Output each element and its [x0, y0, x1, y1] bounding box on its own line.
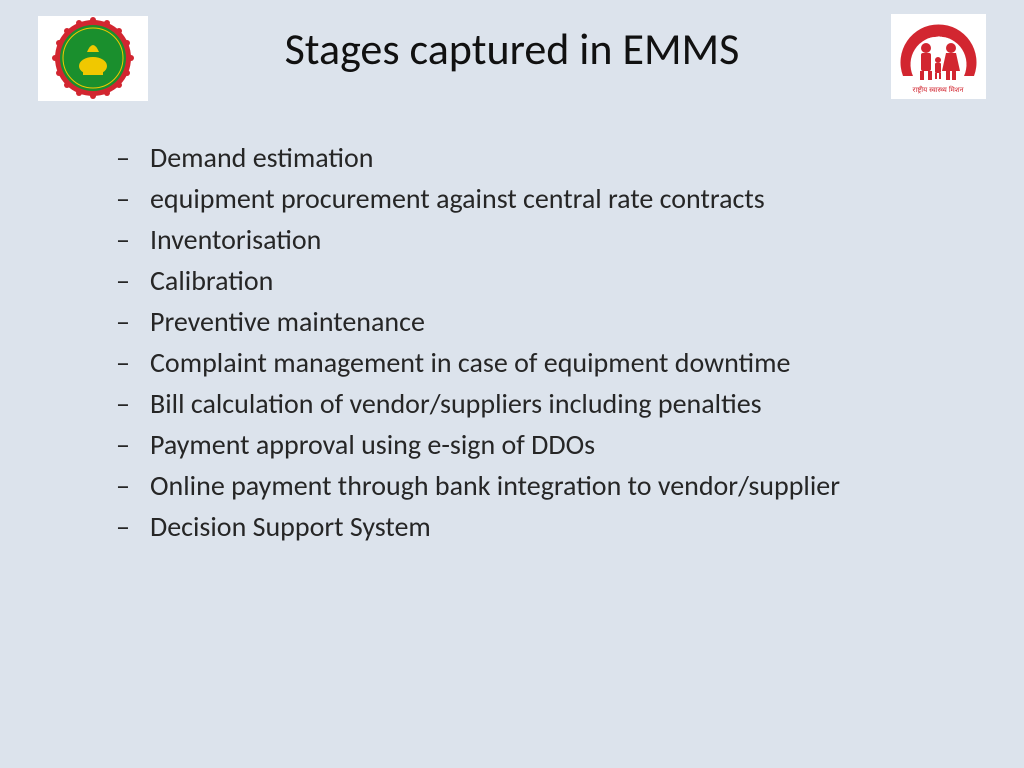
bullet-dash-icon: –: [116, 181, 130, 216]
list-item: –Demand estimation: [150, 140, 944, 175]
list-item-text: equipment procurement against central ra…: [150, 181, 765, 216]
bullet-dash-icon: –: [116, 427, 130, 462]
bullet-dash-icon: –: [116, 263, 130, 298]
mp-govt-emblem-icon: [38, 16, 148, 101]
list-item: –equipment procurement against central r…: [150, 181, 944, 216]
nhm-logo-icon: NATIONAL HEALTH MISSION राष्ट्रीय स्वास्…: [891, 14, 986, 99]
svg-text:राष्ट्रीय स्वास्थ्य मिशन: राष्ट्रीय स्वास्थ्य मिशन: [913, 85, 964, 94]
list-item-text: Online payment through bank integration …: [150, 468, 840, 503]
list-item: –Inventorisation: [150, 222, 944, 257]
list-item: –Decision Support System: [150, 509, 944, 544]
list-item-text: Complaint management in case of equipmen…: [150, 345, 790, 380]
list-item: –Calibration: [150, 263, 944, 298]
list-item: –Payment approval using e-sign of DDOs: [150, 427, 944, 462]
bullet-dash-icon: –: [116, 304, 130, 339]
bullet-dash-icon: –: [116, 222, 130, 257]
list-item: –Complaint management in case of equipme…: [150, 345, 944, 380]
bullet-dash-icon: –: [116, 509, 130, 544]
list-item: –Preventive maintenance: [150, 304, 944, 339]
list-item-text: Calibration: [150, 263, 273, 298]
list-item-text: Demand estimation: [150, 140, 373, 175]
list-item: –Bill calculation of vendor/suppliers in…: [150, 386, 944, 421]
list-item-text: Preventive maintenance: [150, 304, 425, 339]
list-item-text: Inventorisation: [150, 222, 321, 257]
list-item-text: Decision Support System: [150, 509, 431, 544]
list-item-text: Bill calculation of vendor/suppliers inc…: [150, 386, 762, 421]
slide-body: –Demand estimation –equipment procuremen…: [0, 110, 1024, 544]
list-item-text: Payment approval using e-sign of DDOs: [150, 427, 595, 462]
slide-header: Stages captured in EMMS NATIONAL HEALTH …: [0, 0, 1024, 110]
slide-title: Stages captured in EMMS: [0, 22, 1024, 76]
bullet-dash-icon: –: [116, 386, 130, 421]
bullet-dash-icon: –: [116, 468, 130, 503]
list-item: –Online payment through bank integration…: [150, 468, 944, 503]
bullet-dash-icon: –: [116, 345, 130, 380]
bullet-dash-icon: –: [116, 140, 130, 175]
